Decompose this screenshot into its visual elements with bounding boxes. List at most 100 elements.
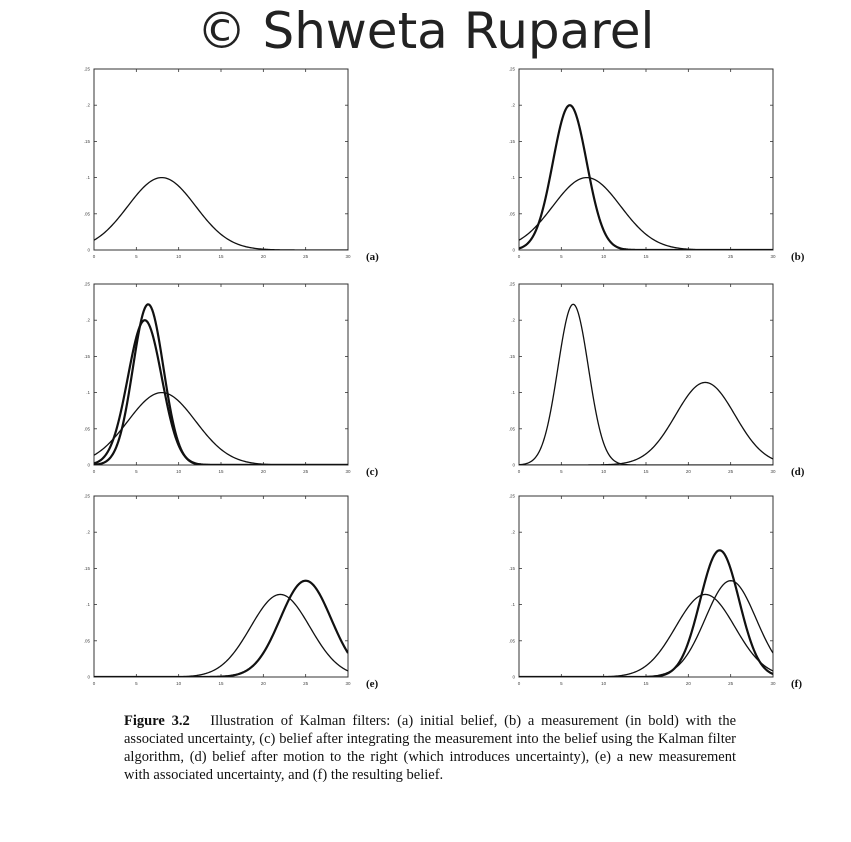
- x-tick-label: 5: [560, 469, 563, 474]
- x-tick-label: 15: [643, 469, 649, 474]
- x-tick-label: 0: [93, 681, 96, 686]
- y-tick-label: 0: [87, 248, 90, 253]
- x-tick-label: 10: [176, 469, 182, 474]
- y-tick-label: .25: [509, 67, 516, 72]
- y-tick-label: .05: [84, 211, 91, 216]
- chart-panel: 0 5 10 15 20 25 30 0 .05 .1 .15 .2 .25 (b): [509, 67, 805, 264]
- y-tick-label: .2: [86, 318, 90, 323]
- y-tick-label: .2: [86, 103, 90, 108]
- x-tick-label: 15: [218, 681, 224, 686]
- chart-panel: 0 5 10 15 20 25 30 0 .05 .1 .15 .2 .25 (c): [84, 282, 379, 479]
- y-tick-label: .05: [509, 426, 516, 431]
- y-tick-label: 0: [512, 675, 515, 680]
- bold-gaussian-curve: [94, 303, 348, 465]
- panel-label: (b): [791, 251, 805, 263]
- plot-frame: [518, 68, 774, 251]
- caption-text: Illustration of Kalman filters: (a) init…: [124, 713, 737, 783]
- y-tick-label: 0: [512, 248, 515, 253]
- y-tick-label: .05: [509, 211, 516, 216]
- bold-gaussian-curve: [94, 579, 348, 677]
- chart-panel: 0 5 10 15 20 25 30 0 .05 .1 .15 .2 .25 (f): [509, 494, 803, 691]
- gaussian-curve: [94, 176, 348, 250]
- figure-label: Figure 3.2: [124, 713, 190, 729]
- chart-panel: 0 5 10 15 20 25 30 0 .05 .1 .15 .2 .25 (a): [84, 67, 379, 264]
- x-tick-label: 30: [345, 681, 351, 686]
- x-tick-label: 20: [261, 681, 267, 686]
- y-tick-label: .25: [509, 282, 516, 287]
- x-tick-label: 30: [345, 254, 351, 259]
- y-tick-label: .15: [509, 139, 516, 144]
- chart-panel: 0 5 10 15 20 25 30 0 .05 .1 .15 .2 .25 (e): [84, 494, 379, 691]
- y-tick-label: .15: [509, 566, 516, 571]
- panel-label: (e): [366, 678, 379, 690]
- gaussian-curve: [94, 391, 348, 465]
- gaussian-curve: [519, 381, 773, 465]
- y-tick-label: .25: [84, 67, 91, 72]
- x-tick-label: 20: [686, 254, 692, 259]
- y-tick-label: .2: [511, 103, 515, 108]
- y-tick-label: .15: [84, 139, 91, 144]
- x-tick-label: 5: [560, 681, 563, 686]
- x-tick-label: 15: [643, 681, 649, 686]
- x-tick-label: 30: [345, 469, 351, 474]
- x-tick-label: 25: [303, 254, 309, 259]
- y-tick-label: .1: [511, 390, 515, 395]
- y-tick-label: .15: [84, 354, 91, 359]
- plot-frame: [93, 495, 349, 678]
- y-tick-label: 0: [87, 675, 90, 680]
- figure-caption: Figure 3.2 Illustration of Kalman filter…: [124, 712, 736, 784]
- x-tick-label: 5: [135, 469, 138, 474]
- y-tick-label: .1: [86, 390, 90, 395]
- x-tick-label: 0: [518, 681, 521, 686]
- x-tick-label: 25: [728, 681, 734, 686]
- y-tick-label: .2: [86, 530, 90, 535]
- y-tick-label: .25: [84, 494, 91, 499]
- gaussian-curve: [519, 303, 773, 465]
- y-tick-label: .2: [511, 530, 515, 535]
- x-tick-label: 20: [686, 469, 692, 474]
- y-tick-label: .2: [511, 318, 515, 323]
- x-tick-label: 0: [93, 469, 96, 474]
- x-tick-label: 15: [643, 254, 649, 259]
- x-tick-label: 5: [135, 254, 138, 259]
- panel-label: (f): [791, 678, 802, 690]
- y-tick-label: .15: [509, 354, 516, 359]
- y-tick-label: .05: [84, 426, 91, 431]
- y-tick-label: .1: [511, 602, 515, 607]
- gaussian-curve: [519, 580, 773, 677]
- x-tick-label: 10: [176, 681, 182, 686]
- y-tick-label: .25: [84, 282, 91, 287]
- panel-label: (c): [366, 466, 379, 478]
- x-tick-label: 30: [770, 469, 776, 474]
- y-tick-label: .1: [86, 175, 90, 180]
- watermark: © Shweta Ruparel: [196, 2, 655, 60]
- x-tick-label: 10: [601, 681, 607, 686]
- bold-gaussian-curve: [519, 104, 773, 250]
- gaussian-curve: [94, 593, 348, 677]
- x-tick-label: 25: [303, 469, 309, 474]
- y-tick-label: .1: [511, 175, 515, 180]
- x-tick-label: 20: [686, 681, 692, 686]
- x-tick-label: 10: [601, 254, 607, 259]
- x-tick-label: 25: [728, 254, 734, 259]
- y-tick-label: 0: [87, 463, 90, 468]
- x-tick-label: 20: [261, 469, 267, 474]
- gaussian-curve: [519, 176, 773, 250]
- x-tick-label: 15: [218, 469, 224, 474]
- x-tick-label: 30: [770, 254, 776, 259]
- x-tick-label: 0: [518, 254, 521, 259]
- x-tick-label: 5: [560, 254, 563, 259]
- x-tick-label: 30: [770, 681, 776, 686]
- bold-gaussian-curve: [519, 549, 773, 677]
- x-tick-label: 25: [303, 681, 309, 686]
- panel-label: (a): [366, 251, 379, 263]
- y-tick-label: .05: [84, 638, 91, 643]
- x-tick-label: 0: [93, 254, 96, 259]
- y-tick-label: .1: [86, 602, 90, 607]
- gaussian-curve: [519, 593, 773, 677]
- bold-gaussian-curve: [94, 319, 348, 465]
- x-tick-label: 10: [601, 469, 607, 474]
- y-tick-label: .05: [509, 638, 516, 643]
- panel-label: (d): [791, 466, 805, 478]
